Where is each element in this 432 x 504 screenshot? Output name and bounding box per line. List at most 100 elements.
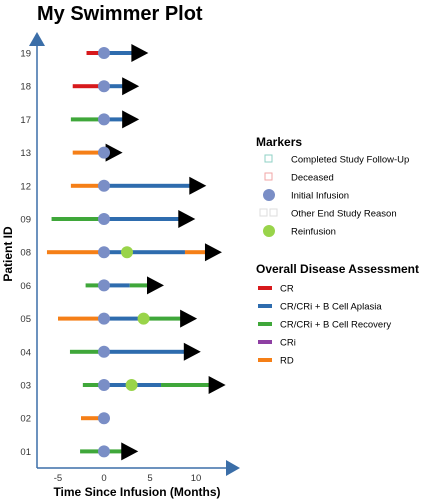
bar-segment [58,316,104,321]
reinfusion-marker [125,379,138,391]
y-tick-label: 08 [20,248,31,259]
bar-segment [129,283,150,288]
y-tick-label: 13 [20,148,31,159]
bar-segment [104,84,126,89]
legend-assessment-swatch [258,322,272,326]
initial-infusion-marker [98,179,110,192]
initial-infusion-marker [98,47,110,59]
initial-infusion-marker [98,279,110,292]
ongoing-arrow [204,243,222,262]
bar-segment [104,51,135,55]
bar-segment [81,416,107,421]
y-tick-label: 01 [20,447,31,458]
y-tick-label: 09 [20,215,31,226]
ongoing-arrow [189,176,207,195]
bar-segment [86,51,104,55]
initial-infusion-marker [98,445,110,458]
bar-segment [145,316,184,321]
bar-segment [69,349,104,354]
y-tick-label: 04 [20,347,31,358]
legend-marker-symbol [269,208,278,217]
bar-segment [184,250,208,255]
ongoing-arrow [180,309,198,328]
bar-segment [104,217,182,221]
reinfusion-marker [121,246,133,259]
ongoing-arrow [178,210,196,228]
y-tick-label: 03 [20,381,31,392]
bar-segment [85,283,104,288]
legend-marker-symbol [264,154,273,163]
initial-infusion-marker [98,412,110,425]
y-tick-label: 06 [20,281,31,292]
y-axis-title: Patient ID [1,226,15,282]
bar-segment [70,117,104,122]
legend-assessment-swatch [258,304,272,308]
reinfusion-marker [137,312,150,325]
legend-marker-label: Deceased [291,173,334,184]
bar-segment [104,283,130,288]
ongoing-arrow [105,143,123,162]
y-tick-label: 17 [20,115,31,126]
initial-infusion-marker [98,312,110,325]
legend-assessment-label: RD [280,356,294,367]
legend-markers-title: Markers [256,135,302,149]
bar-segment [51,217,104,221]
initial-infusion-marker [98,379,110,391]
ongoing-arrow [122,110,140,129]
bar-segment [104,316,146,321]
ongoing-arrow [183,342,201,361]
legend-marker-label: Initial Infusion [291,191,349,202]
initial-infusion-marker [98,113,110,126]
legend: Markers Overall Disease Assessment Compl… [256,135,419,367]
ongoing-arrow [122,77,140,96]
legend-assessment-swatch [258,286,272,290]
ongoing-arrow [147,276,164,295]
x-tick-label: 0 [101,473,106,484]
y-axis-arrowhead [29,32,45,46]
legend-assessment-title: Overall Disease Assessment [256,262,419,276]
x-axis-arrowhead [226,460,240,476]
ongoing-arrow [208,376,226,394]
legend-assessment-label: CRi [280,338,296,349]
legend-marker-symbol [263,189,275,201]
bar-segment [70,183,104,188]
y-tick-label: 05 [20,314,31,325]
x-axis-title: Time Since Infusion (Months) [53,485,220,499]
initial-infusion-marker [98,213,110,225]
bar-segment [104,183,193,188]
chart-title: My Swimmer Plot [37,3,203,25]
bar-segment [161,383,212,387]
y-tick-label: 02 [20,414,31,425]
legend-marker-label: Reinfusion [291,227,336,238]
bar-segment [82,383,104,387]
legend-marker-label: Other End Study Reason [291,209,397,220]
initial-infusion-marker [98,80,110,93]
x-tick-label: -5 [54,473,62,484]
legend-assessment-swatch [258,358,272,362]
y-tick-label: 12 [20,181,31,192]
bar-segment [104,250,185,255]
bar-segment [46,250,104,255]
legend-assessment-label: CR/CRi + B Cell Aplasia [280,302,382,313]
legend-assessment-swatch [258,340,272,344]
ongoing-arrow [121,442,139,461]
y-tick-label: 19 [20,49,31,60]
x-tick-label: 5 [147,473,152,484]
legend-assessment-label: CR/CRi + B Cell Recovery [280,320,391,331]
bar-segment [72,84,104,89]
bar-segment [104,349,187,354]
legend-assessment-label: CR [280,284,294,295]
ongoing-arrow [131,44,149,62]
legend-marker-symbol [259,208,268,217]
bar-segment [104,117,126,122]
bar-segment [72,150,109,155]
initial-infusion-marker [98,345,110,358]
legend-marker-symbol [263,225,275,237]
legend-marker-symbol [264,172,273,181]
x-tick-label: 10 [191,473,202,484]
initial-infusion-marker [98,146,110,159]
initial-infusion-marker [98,246,110,259]
y-tick-label: 18 [20,82,31,93]
